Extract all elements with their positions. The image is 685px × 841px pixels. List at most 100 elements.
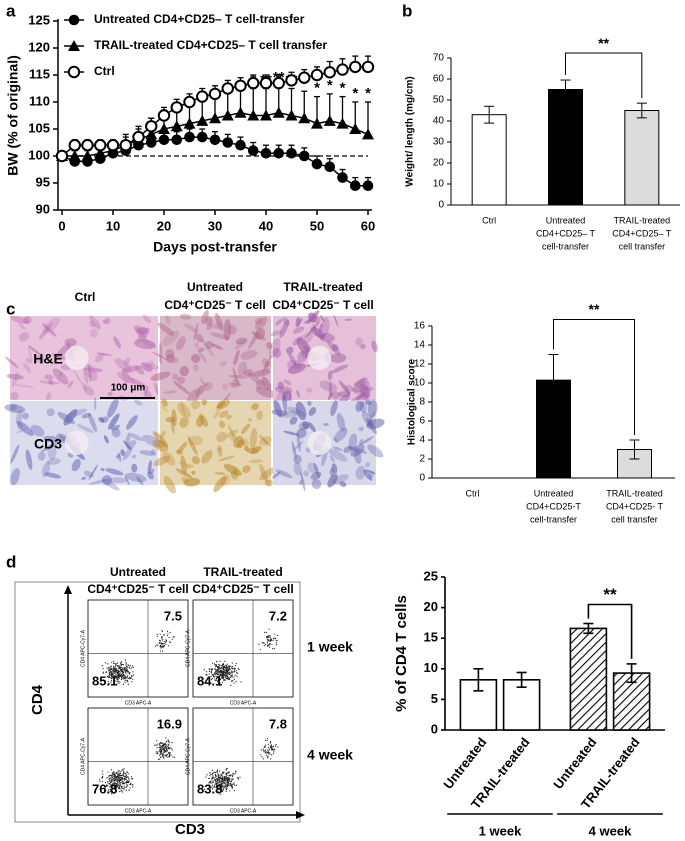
event-dot <box>117 672 120 674</box>
event-dot <box>223 678 225 680</box>
event-dot <box>210 675 212 677</box>
event-dot <box>206 674 208 676</box>
marker <box>311 158 323 170</box>
tissue-texture <box>227 324 237 335</box>
axis-title: CD4 <box>29 684 46 715</box>
event-dot <box>132 786 134 788</box>
tissue-texture <box>6 373 24 380</box>
event-dot <box>130 776 133 778</box>
tissue-texture <box>338 380 351 395</box>
marker <box>260 109 272 121</box>
marker <box>145 120 158 133</box>
significance-label: * <box>352 85 358 102</box>
tissue-texture <box>183 323 200 333</box>
tissue-texture <box>191 353 201 364</box>
arrow-head <box>64 585 72 594</box>
event-dot <box>223 787 225 789</box>
marker <box>55 149 69 163</box>
tissue-texture <box>329 467 334 477</box>
event-dot <box>221 674 223 676</box>
event-dot <box>224 669 226 671</box>
event-dot <box>124 777 126 779</box>
event-dot <box>264 752 267 754</box>
tissue-texture <box>10 444 20 464</box>
event-dot <box>127 670 129 673</box>
event-dot <box>235 771 237 773</box>
tissue-texture <box>122 446 133 461</box>
event-dot <box>160 646 163 648</box>
event-dot <box>116 677 118 679</box>
event-dot <box>172 636 174 638</box>
tissue-texture <box>259 467 276 481</box>
tissue-texture <box>113 336 121 349</box>
x-tick-label: 30 <box>208 218 222 233</box>
tissue-texture <box>5 356 19 369</box>
tissue-texture <box>297 351 307 363</box>
tissue-texture <box>46 458 61 465</box>
tissue-texture <box>131 454 137 459</box>
event-dot <box>121 673 124 675</box>
lumen <box>64 346 89 370</box>
tissue-texture <box>38 322 53 340</box>
event-dot <box>221 789 223 791</box>
tissue-texture <box>107 391 113 397</box>
event-dot <box>215 771 217 773</box>
tissue-texture <box>355 377 368 388</box>
event-dot <box>215 679 217 681</box>
category-label: CD4+CD25– T <box>536 228 596 238</box>
tissue-texture <box>255 316 268 330</box>
event-dot <box>235 770 237 772</box>
tissue-texture <box>191 400 201 410</box>
tissue-texture <box>234 338 248 350</box>
tissue-texture <box>308 422 316 433</box>
x-tick-label: 60 <box>361 218 375 233</box>
event-dot <box>231 775 234 778</box>
event-dot <box>161 744 164 747</box>
event-dot <box>217 676 219 678</box>
marker <box>158 123 170 134</box>
tissue-texture <box>255 379 265 389</box>
row-label: H&E <box>33 351 63 367</box>
tissue-texture <box>152 431 169 448</box>
event-dot <box>218 671 220 673</box>
marker <box>234 79 247 93</box>
event-dot <box>125 786 127 788</box>
event-dot <box>226 778 228 780</box>
event-dot <box>120 673 122 675</box>
event-dot <box>225 668 227 670</box>
event-dot <box>268 628 270 630</box>
event-dot <box>159 644 162 647</box>
tissue-texture <box>230 470 239 480</box>
event-dot <box>159 749 161 751</box>
event-dot <box>214 674 217 676</box>
event-dot <box>122 674 124 677</box>
event-dot <box>205 671 207 673</box>
y-tick-label: 6 <box>419 416 425 427</box>
event-dot <box>99 778 101 780</box>
event-dot <box>158 639 161 641</box>
event-dot <box>119 775 121 777</box>
tissue-texture <box>94 396 97 411</box>
event-dot <box>225 769 227 771</box>
tissue-texture <box>10 391 19 401</box>
event-dot <box>125 668 127 670</box>
tissue-texture <box>88 464 98 480</box>
event-dot <box>113 786 115 788</box>
tissue-texture <box>193 322 199 341</box>
event-dot <box>269 742 271 744</box>
event-dot <box>208 778 210 780</box>
event-dot <box>159 642 161 644</box>
tissue-texture <box>181 476 189 483</box>
y-tick-label: 0 <box>438 200 444 211</box>
panel-label: c <box>6 299 15 318</box>
tissue-texture <box>356 394 362 402</box>
bar <box>471 114 507 206</box>
tissue-texture <box>108 413 120 430</box>
tissue-texture <box>276 389 289 402</box>
marker <box>132 130 145 144</box>
marker <box>221 109 234 121</box>
event-dot <box>227 667 229 669</box>
event-dot <box>126 669 128 671</box>
event-dot <box>267 755 269 758</box>
event-dot <box>266 642 268 644</box>
